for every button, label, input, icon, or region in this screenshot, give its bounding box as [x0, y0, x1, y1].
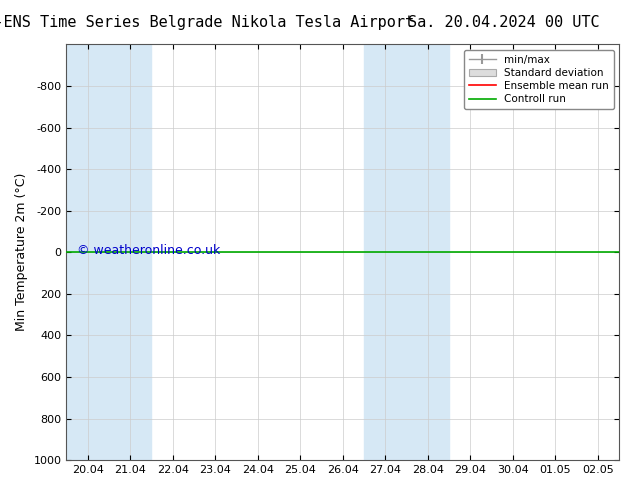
Text: CMC-ENS Time Series Belgrade Nikola Tesla Airport: CMC-ENS Time Series Belgrade Nikola Tesl… [0, 15, 414, 30]
Text: © weatheronline.co.uk: © weatheronline.co.uk [77, 244, 221, 257]
Text: Sa. 20.04.2024 00 UTC: Sa. 20.04.2024 00 UTC [408, 15, 600, 30]
Bar [364, 45, 449, 460]
Legend: min/max, Standard deviation, Ensemble mean run, Controll run: min/max, Standard deviation, Ensemble me… [464, 49, 614, 109]
Y-axis label: Min Temperature 2m (°C): Min Temperature 2m (°C) [15, 173, 28, 331]
Bar [67, 45, 152, 460]
